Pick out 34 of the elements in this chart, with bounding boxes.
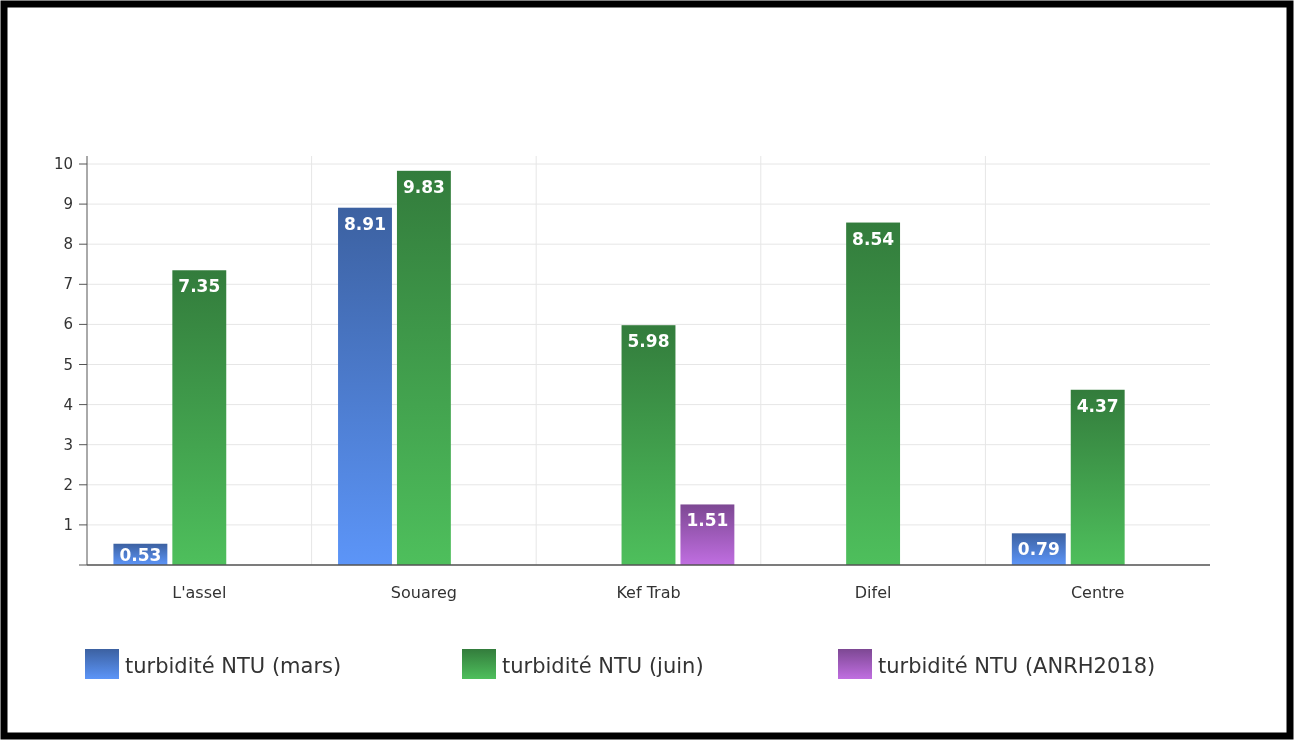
x-tick-label: Difel bbox=[854, 583, 892, 602]
y-tick-label: 6 bbox=[63, 315, 73, 334]
data-label: 4.37 bbox=[1076, 395, 1119, 416]
data-label: 7.35 bbox=[178, 276, 221, 297]
y-tick-label: 1 bbox=[63, 515, 73, 534]
y-tick-label: 7 bbox=[63, 275, 73, 294]
y-tick-label: 9 bbox=[63, 195, 73, 214]
bar bbox=[680, 504, 735, 565]
bar bbox=[338, 207, 392, 565]
y-tick-label: 4 bbox=[63, 395, 73, 414]
y-tick-label: 2 bbox=[63, 475, 73, 494]
x-tick-label: Souareg bbox=[390, 583, 457, 602]
data-label: 5.98 bbox=[627, 331, 670, 352]
data-label: 0.53 bbox=[119, 545, 162, 565]
data-label: 9.83 bbox=[402, 176, 445, 197]
bar bbox=[621, 325, 676, 565]
legend-label: turbidité NTU (mars) bbox=[125, 654, 342, 678]
data-label: 0.79 bbox=[1017, 539, 1060, 560]
bar bbox=[1070, 389, 1125, 565]
bar bbox=[846, 222, 901, 565]
data-label: 8.54 bbox=[852, 228, 895, 249]
bar bbox=[396, 170, 451, 565]
y-tick-label: 5 bbox=[63, 355, 73, 374]
y-tick-label: 10 bbox=[53, 155, 73, 173]
bar bbox=[172, 270, 227, 565]
y-tick-label: 8 bbox=[63, 235, 73, 254]
x-tick-label: L'assel bbox=[172, 583, 227, 602]
data-label: 8.91 bbox=[344, 213, 386, 234]
legend-label: turbidité NTU (juin) bbox=[502, 654, 704, 678]
x-tick-label: Kef Trab bbox=[616, 583, 681, 602]
x-tick-label: Centre bbox=[1070, 583, 1125, 602]
legend-label: turbidité NTU (ANRH2018) bbox=[878, 654, 1156, 678]
data-label: 1.51 bbox=[686, 510, 729, 531]
y-tick-label: 3 bbox=[63, 435, 73, 454]
